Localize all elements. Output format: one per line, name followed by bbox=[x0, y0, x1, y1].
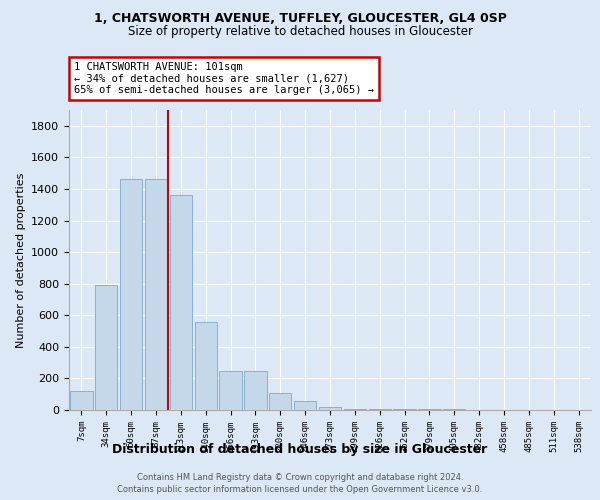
Text: 1, CHATSWORTH AVENUE, TUFFLEY, GLOUCESTER, GL4 0SP: 1, CHATSWORTH AVENUE, TUFFLEY, GLOUCESTE… bbox=[94, 12, 506, 26]
Bar bbox=[95, 286, 118, 410]
Bar bbox=[145, 180, 167, 410]
Bar bbox=[220, 372, 242, 410]
Bar bbox=[418, 409, 440, 410]
Text: Distribution of detached houses by size in Gloucester: Distribution of detached houses by size … bbox=[112, 442, 488, 456]
Bar bbox=[394, 409, 416, 410]
Bar bbox=[170, 196, 192, 410]
Bar bbox=[294, 400, 316, 410]
Bar bbox=[269, 392, 292, 410]
Bar bbox=[368, 408, 391, 410]
Text: Size of property relative to detached houses in Gloucester: Size of property relative to detached ho… bbox=[128, 25, 473, 38]
Text: Contains public sector information licensed under the Open Government Licence v3: Contains public sector information licen… bbox=[118, 485, 482, 494]
Y-axis label: Number of detached properties: Number of detached properties bbox=[16, 172, 26, 348]
Bar bbox=[443, 409, 466, 410]
Text: 1 CHATSWORTH AVENUE: 101sqm
← 34% of detached houses are smaller (1,627)
65% of : 1 CHATSWORTH AVENUE: 101sqm ← 34% of det… bbox=[74, 62, 374, 95]
Text: Contains HM Land Registry data © Crown copyright and database right 2024.: Contains HM Land Registry data © Crown c… bbox=[137, 472, 463, 482]
Bar bbox=[194, 322, 217, 410]
Bar bbox=[120, 180, 142, 410]
Bar bbox=[70, 391, 92, 410]
Bar bbox=[344, 408, 366, 410]
Bar bbox=[244, 372, 266, 410]
Bar bbox=[319, 407, 341, 410]
